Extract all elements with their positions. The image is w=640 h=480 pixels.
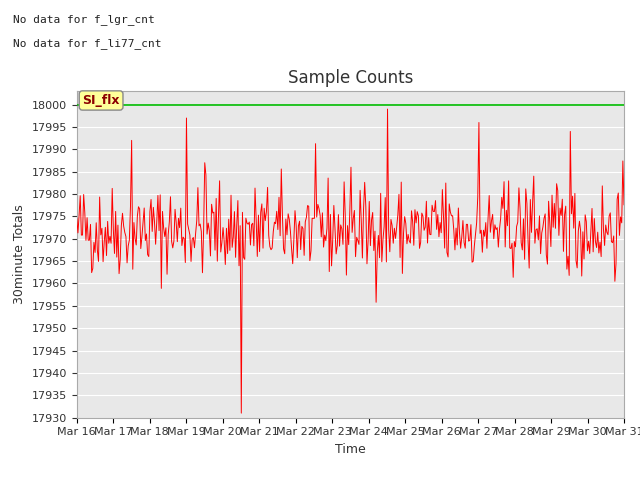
Text: No data for f_li77_cnt: No data for f_li77_cnt [13,38,161,49]
X-axis label: Time: Time [335,443,366,456]
Title: Sample Counts: Sample Counts [288,69,413,87]
Y-axis label: 30minute Totals: 30minute Totals [13,204,26,304]
Text: No data for f_lgr_cnt: No data for f_lgr_cnt [13,14,154,25]
Text: SI_flx: SI_flx [83,94,120,107]
